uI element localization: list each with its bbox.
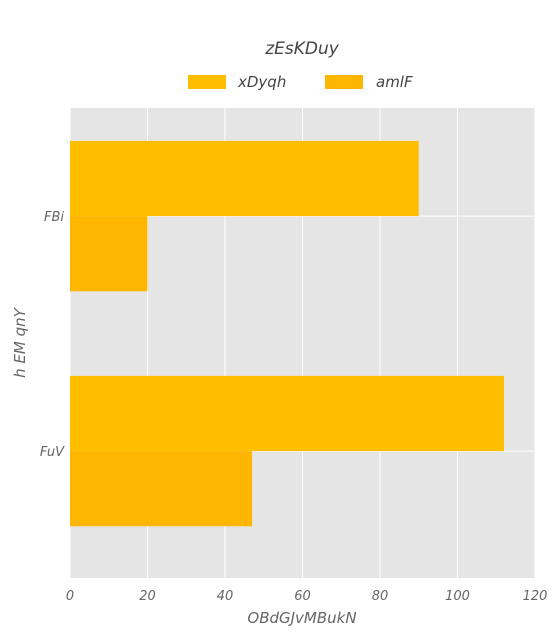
x-tick-label-0: 0 [66, 589, 74, 604]
chart-title: zEsKDuy [264, 39, 340, 59]
x-tick-label-80: 80 [372, 589, 389, 604]
y-axis-label: h EM qnY [11, 306, 29, 377]
legend-label-xdyqh: xDyqh [237, 73, 286, 91]
legend-swatch-xdyqh [188, 75, 226, 89]
x-tick-labels: 0 20 40 60 80 100 120 [66, 589, 548, 604]
bar-amlf-fbi [70, 216, 148, 292]
bar-amlf-fuv [70, 451, 253, 527]
bar-xdyqh-fuv [70, 375, 504, 452]
x-tick-label-120: 120 [523, 589, 548, 604]
legend-swatch-amlf [325, 75, 363, 89]
bars [70, 140, 504, 527]
legend: xDyqh amlF [188, 73, 413, 91]
x-tick-label-100: 100 [445, 589, 470, 604]
x-tick-label-40: 40 [217, 589, 234, 604]
y-tick-label-fuv: FuV [40, 445, 65, 460]
y-tick-label-fbi: FBi [44, 210, 64, 225]
x-axis-label: OBdGJvMBukN [247, 609, 356, 627]
bar-xdyqh-fbi [70, 140, 419, 217]
legend-label-amlf: amlF [376, 73, 413, 91]
y-tick-labels: FBi FuV [40, 210, 65, 460]
x-tick-label-20: 20 [139, 589, 156, 604]
x-tick-label-60: 60 [294, 589, 311, 604]
